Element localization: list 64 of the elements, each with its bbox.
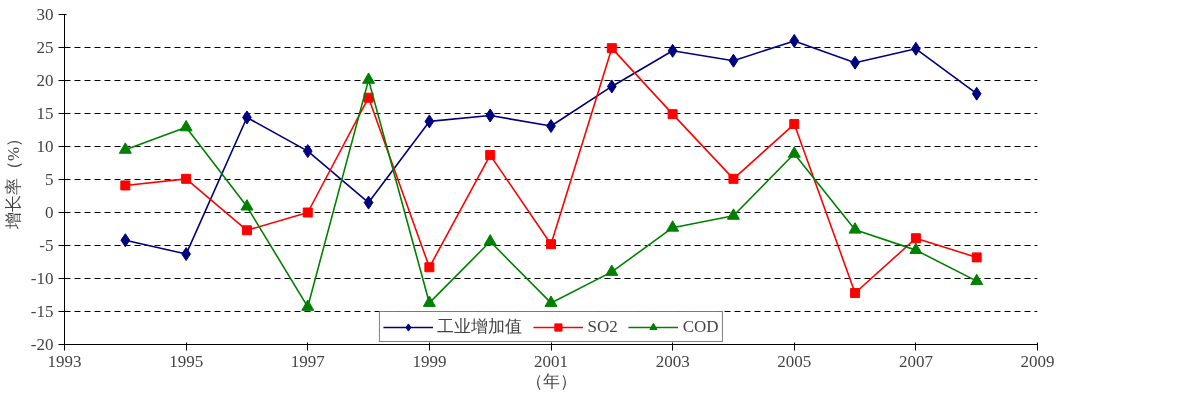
x-tick-label: 1995 [169,351,204,371]
point [666,220,680,232]
point [606,79,617,94]
x-tick-label: 1993 [47,351,82,371]
point [909,242,923,255]
point [302,144,313,159]
point [302,207,313,218]
y-tick-label: -10 [30,269,54,288]
point [118,142,132,154]
point [363,195,374,210]
point [728,53,739,68]
point [789,119,800,130]
y-tick-label: 20 [36,71,54,90]
point [667,43,678,58]
point [424,262,435,273]
point [726,208,740,220]
point [971,86,982,101]
point [301,299,315,311]
point [120,180,131,191]
legend-label: SO2 [587,316,618,337]
point [728,173,739,184]
y-tick-label: -5 [39,236,54,255]
y-tick-label: 10 [36,137,54,156]
point [179,119,193,132]
x-tick-label: 1999 [412,351,447,371]
x-tick-label: 2005 [777,351,812,371]
x-tick-label: 1997 [290,351,326,371]
point [850,288,861,299]
point [971,252,982,263]
point [483,234,497,246]
point [667,109,678,120]
y-tick-label: 0 [45,203,54,222]
y-tick-label: 5 [45,170,54,189]
point [181,173,192,184]
legend-label: COD [682,316,719,337]
point [241,225,252,236]
point [970,273,984,286]
point [787,146,801,158]
y-tick-label: 30 [36,5,54,24]
point [485,108,496,123]
x-tick-label: 2007 [898,351,934,371]
point [120,233,131,248]
x-tick-label: 2009 [1020,351,1055,371]
y-tick-label: -20 [30,335,54,354]
y-tick-label: 15 [36,104,54,123]
point [485,150,496,161]
point [240,199,254,211]
point [424,114,435,129]
x-tick-label: 2003 [655,351,690,371]
x-axis-title: （年） [525,371,577,391]
point [546,239,556,250]
point [605,264,619,276]
y-axis-title: 增长率（%） [3,129,23,231]
x-tick-label: 2001 [534,351,568,371]
point [362,72,376,84]
point [848,222,862,234]
y-tick-label: 25 [36,38,54,57]
point [422,295,436,307]
legend-label: 工业增加值 [437,316,523,338]
point [789,33,800,48]
point [544,295,558,307]
point [910,233,921,244]
point [606,43,617,54]
y-tick-label: -15 [30,302,54,321]
